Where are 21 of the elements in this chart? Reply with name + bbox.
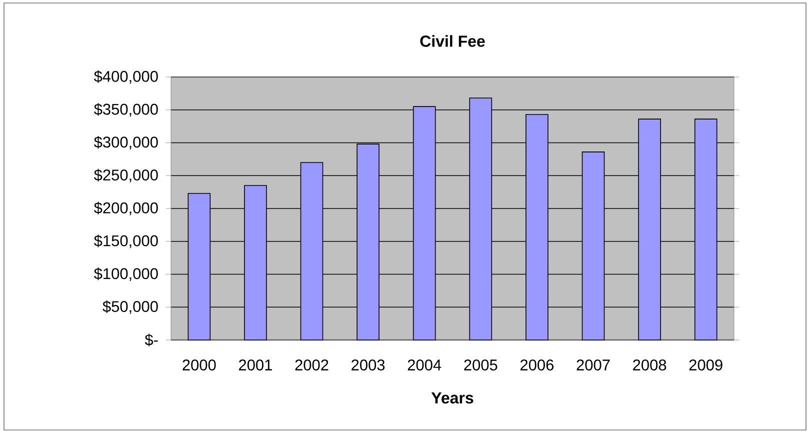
y-tick-label: $50,000 [102, 300, 158, 314]
y-tick-label: $300,000 [94, 136, 158, 150]
x-tick-label: 2007 [576, 360, 610, 370]
y-tick-label: $400,000 [94, 70, 158, 84]
x-tick-label: 2001 [239, 360, 272, 370]
x-tick-label: 2002 [295, 360, 328, 370]
x-tick-label: 2003 [352, 360, 385, 370]
y-tick-label: $200,000 [94, 202, 158, 216]
y-tick-label: $350,000 [94, 103, 158, 117]
y-tick-label: $250,000 [94, 168, 158, 182]
y-tick-label: $- [144, 334, 158, 346]
y-tick-label: $100,000 [94, 268, 158, 281]
x-tick-label: 2004 [408, 360, 442, 370]
x-axis-title: Years [431, 392, 474, 404]
x-tick-label: 2005 [464, 360, 498, 370]
x-tick-label: 2008 [633, 360, 666, 370]
x-tick-label: 2006 [520, 360, 554, 370]
chart-title: Civil Fee [420, 35, 485, 47]
y-tick-label: $150,000 [94, 234, 158, 248]
x-tick-label: 2000 [182, 360, 216, 370]
x-tick-label: 2009 [689, 360, 722, 370]
